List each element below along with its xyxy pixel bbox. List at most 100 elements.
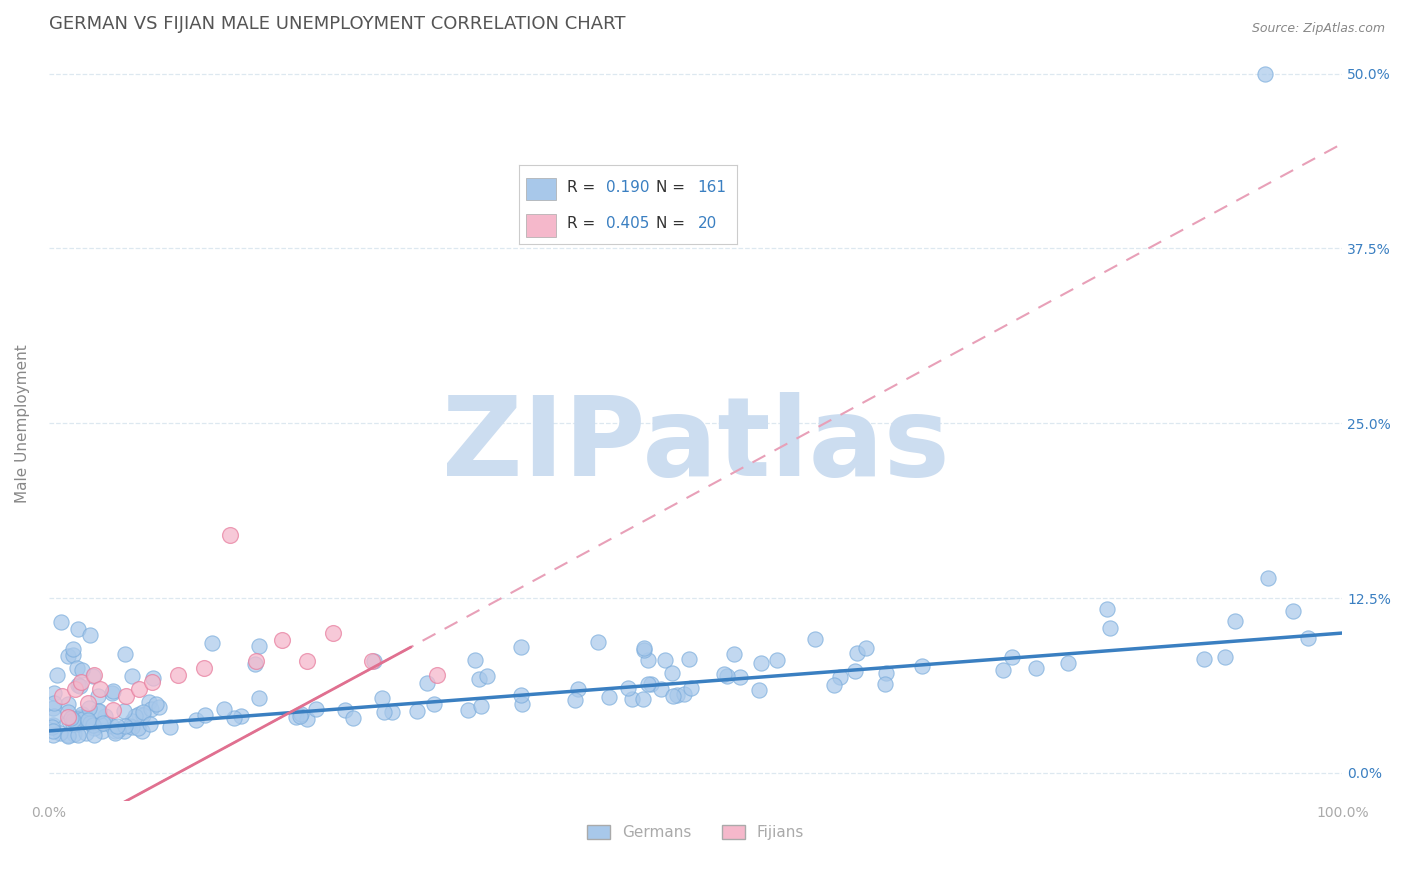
Point xyxy=(124,708,146,723)
Point xyxy=(121,669,143,683)
Text: 0.190: 0.190 xyxy=(606,180,650,195)
Point xyxy=(875,676,897,690)
Point xyxy=(723,647,745,661)
Point xyxy=(335,703,357,717)
Point xyxy=(142,671,165,685)
Point xyxy=(42,696,65,710)
Point xyxy=(666,688,689,702)
Text: 0.405: 0.405 xyxy=(606,217,650,231)
Point xyxy=(112,723,135,738)
Text: Source: ZipAtlas.com: Source: ZipAtlas.com xyxy=(1251,22,1385,36)
Point xyxy=(141,675,163,690)
Point xyxy=(66,623,89,637)
Bar xyxy=(526,178,555,200)
Point xyxy=(423,698,446,712)
Point xyxy=(59,711,82,725)
Point xyxy=(114,647,136,661)
Point xyxy=(121,720,143,734)
Point xyxy=(67,728,90,742)
Point xyxy=(167,668,190,682)
Point xyxy=(66,661,89,675)
Point xyxy=(993,663,1015,677)
Point xyxy=(70,675,93,690)
Point xyxy=(56,705,79,719)
Point xyxy=(509,640,531,654)
Point xyxy=(90,724,112,739)
Point xyxy=(284,710,307,724)
Point xyxy=(1253,67,1275,81)
Point xyxy=(464,653,486,667)
Point xyxy=(200,636,222,650)
Point xyxy=(62,641,84,656)
Point xyxy=(56,697,79,711)
Text: 20: 20 xyxy=(697,217,717,231)
Point xyxy=(112,704,135,718)
Point xyxy=(679,681,702,695)
Text: N =: N = xyxy=(657,180,690,195)
Point xyxy=(381,705,404,719)
Point xyxy=(70,706,93,721)
Point xyxy=(70,663,93,677)
Y-axis label: Male Unemployment: Male Unemployment xyxy=(15,344,30,503)
Point xyxy=(101,719,124,733)
Point xyxy=(290,707,312,722)
Point xyxy=(509,688,531,702)
Point xyxy=(911,659,934,673)
Point xyxy=(468,673,491,687)
Point xyxy=(828,670,851,684)
Point xyxy=(371,691,394,706)
Point xyxy=(76,696,98,710)
Point xyxy=(247,690,270,705)
Point xyxy=(79,716,101,731)
Point xyxy=(637,653,659,667)
Point xyxy=(46,667,69,681)
Point xyxy=(270,633,292,648)
Point xyxy=(62,713,84,727)
Point xyxy=(91,715,114,730)
Point xyxy=(823,678,845,692)
Point xyxy=(243,657,266,671)
Point xyxy=(86,705,108,719)
Point xyxy=(56,729,79,743)
Point xyxy=(1025,661,1047,675)
Point xyxy=(67,678,90,692)
Point xyxy=(295,712,318,726)
Point xyxy=(844,665,866,679)
Point xyxy=(1213,650,1236,665)
Point xyxy=(41,718,63,732)
Point xyxy=(159,720,181,734)
Point xyxy=(804,632,827,647)
Point xyxy=(128,681,150,696)
Point xyxy=(1281,605,1303,619)
Point xyxy=(342,711,364,725)
Point xyxy=(564,693,586,707)
Point xyxy=(363,654,385,668)
Point xyxy=(62,717,84,731)
Point xyxy=(56,648,79,663)
Point xyxy=(845,646,868,660)
Point xyxy=(51,615,73,630)
Point xyxy=(67,717,90,731)
Point xyxy=(297,654,319,668)
Point xyxy=(748,683,770,698)
Point xyxy=(104,725,127,739)
Point xyxy=(193,661,215,675)
Point xyxy=(305,701,328,715)
Point xyxy=(58,728,80,742)
Bar xyxy=(526,214,555,236)
Point xyxy=(186,713,208,727)
Point xyxy=(229,709,252,723)
Text: N =: N = xyxy=(657,217,690,231)
Point xyxy=(1001,650,1024,665)
Point xyxy=(633,643,655,657)
Point xyxy=(588,635,610,649)
Point xyxy=(66,712,89,726)
Point xyxy=(145,697,167,711)
Point xyxy=(470,699,492,714)
Point xyxy=(89,716,111,731)
Point xyxy=(83,668,105,682)
Point xyxy=(876,665,898,680)
Point xyxy=(193,707,215,722)
Point xyxy=(101,686,124,700)
Point xyxy=(51,689,73,703)
